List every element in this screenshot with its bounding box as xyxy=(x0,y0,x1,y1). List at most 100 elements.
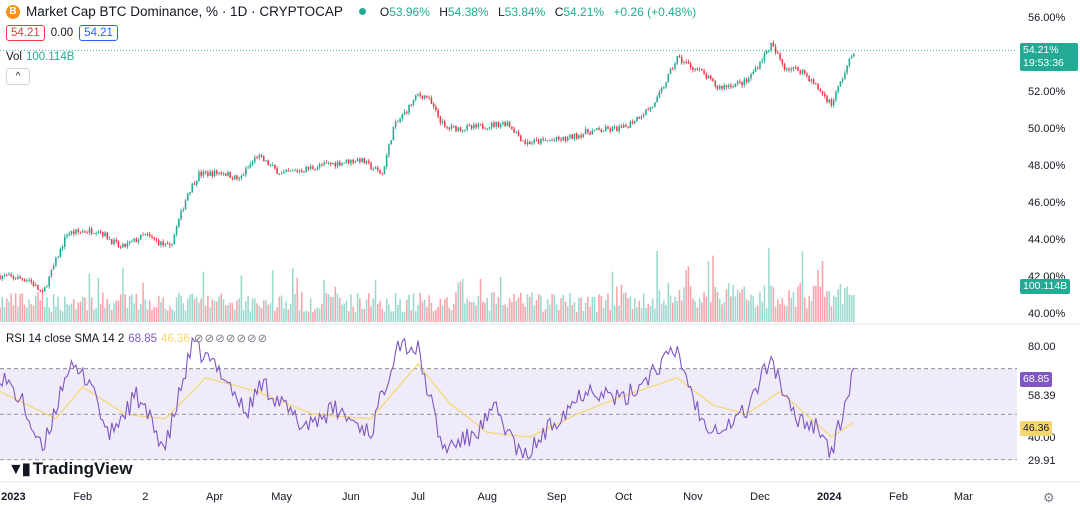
volume-bar xyxy=(216,301,218,322)
volume-bar xyxy=(410,310,413,322)
volume-bar xyxy=(260,308,263,322)
candle-body xyxy=(316,167,319,170)
volume-bar xyxy=(135,294,138,322)
candle-body xyxy=(484,128,486,130)
volume-bar xyxy=(254,298,256,322)
candle-body xyxy=(752,71,755,74)
candle-body xyxy=(846,65,848,73)
volume-bar xyxy=(564,301,567,322)
candle-body xyxy=(482,124,484,129)
sell-button[interactable]: 54.21 xyxy=(6,25,45,41)
price-change: +0.26 (+0.48%) xyxy=(613,4,697,19)
volume-bar xyxy=(403,311,406,322)
candle-body xyxy=(289,170,292,172)
volume-bar xyxy=(701,302,703,322)
candle-body xyxy=(296,170,299,172)
volume-bar xyxy=(674,296,676,322)
candle-body xyxy=(848,58,851,66)
candle-body xyxy=(236,175,238,180)
volume-bar xyxy=(723,302,725,322)
volume-bar xyxy=(797,286,799,322)
volume-bar xyxy=(459,281,462,322)
candle-body xyxy=(256,157,258,159)
volume-bar xyxy=(464,303,466,322)
candle-body xyxy=(714,81,717,87)
candle-body xyxy=(184,200,187,210)
volume-bar xyxy=(388,304,390,322)
volume-bar xyxy=(220,293,223,322)
volume-bar xyxy=(823,296,826,322)
candle-body xyxy=(625,124,627,127)
volume-bar xyxy=(153,306,156,322)
volume-bar xyxy=(785,306,788,322)
volume-bar xyxy=(428,295,430,322)
candle-body xyxy=(727,85,730,87)
buy-button[interactable]: 54.21 xyxy=(79,25,118,41)
volume-bar xyxy=(484,302,486,322)
volume-bar xyxy=(535,300,538,322)
candle-body xyxy=(730,85,732,88)
candle-body xyxy=(269,164,272,166)
candle-body xyxy=(57,257,59,259)
volume-bar xyxy=(184,310,187,322)
candle-body xyxy=(844,72,846,80)
volume-bar xyxy=(651,298,654,322)
volume-bar xyxy=(850,295,853,322)
volume-bar xyxy=(204,305,207,322)
candle-body xyxy=(486,128,489,130)
volume-bar xyxy=(853,294,855,322)
rsi-tick-label: 80.00 xyxy=(1028,341,1056,353)
candle-body xyxy=(251,161,254,165)
symbol-title[interactable]: Market Cap BTC Dominance, % · 1D · CRYPT… xyxy=(26,4,343,19)
volume-bar xyxy=(160,301,162,322)
volume-bar xyxy=(173,311,176,322)
candle-body xyxy=(497,121,500,127)
candle-body xyxy=(607,126,609,129)
volume-bar xyxy=(426,307,428,322)
settings-gear-icon[interactable]: ⚙ xyxy=(1043,490,1055,505)
volume-bar xyxy=(175,297,178,322)
volume-bar xyxy=(779,304,781,322)
volume-bar xyxy=(408,294,410,322)
x-tick-label: Nov xyxy=(683,491,703,503)
volume-bar xyxy=(155,307,158,322)
candle-body xyxy=(783,64,786,70)
volume-bar xyxy=(90,297,93,322)
volume-bar xyxy=(258,305,261,322)
candle-body xyxy=(267,160,270,166)
candle-body xyxy=(634,121,636,124)
tradingview-logo[interactable]: ▼▮ TradingView xyxy=(8,459,133,478)
candle-body xyxy=(546,140,549,142)
volume-bar xyxy=(649,305,652,322)
volume-bar xyxy=(841,303,844,322)
volume-legend[interactable]: Vol 100.114B xyxy=(6,51,75,63)
candle-body xyxy=(542,138,544,140)
volume-bar xyxy=(256,303,258,322)
rsi-legend[interactable]: RSI 14 close SMA 14 2 68.85 46.36 ⊘⊘⊘⊘⊘⊘⊘ xyxy=(6,333,269,345)
x-tick-label: Feb xyxy=(889,491,908,503)
last-price-tag: 54.21% 19:53:36 xyxy=(1020,43,1078,71)
candle-body xyxy=(102,231,104,237)
volume-bar xyxy=(654,308,656,322)
volume-bar xyxy=(763,285,766,322)
volume-bar xyxy=(126,307,129,322)
collapse-icon[interactable]: ^ xyxy=(6,68,30,85)
candle-body xyxy=(365,160,368,164)
candle-body xyxy=(837,86,839,92)
volume-bar xyxy=(365,299,368,322)
candle-body xyxy=(631,121,634,124)
volume-bar xyxy=(341,304,343,322)
volume-bar xyxy=(84,297,86,322)
bitcoin-icon[interactable]: B xyxy=(6,4,20,19)
volume-bar xyxy=(330,297,332,322)
volume-bar xyxy=(475,305,477,322)
market-status-icon[interactable] xyxy=(358,8,366,15)
candle-body xyxy=(499,124,502,127)
candle-body xyxy=(231,177,234,180)
candle-body xyxy=(622,124,625,128)
volume-bar xyxy=(318,308,321,322)
candle-body xyxy=(186,193,189,201)
volume-bar xyxy=(696,307,699,322)
candle-body xyxy=(93,233,95,234)
